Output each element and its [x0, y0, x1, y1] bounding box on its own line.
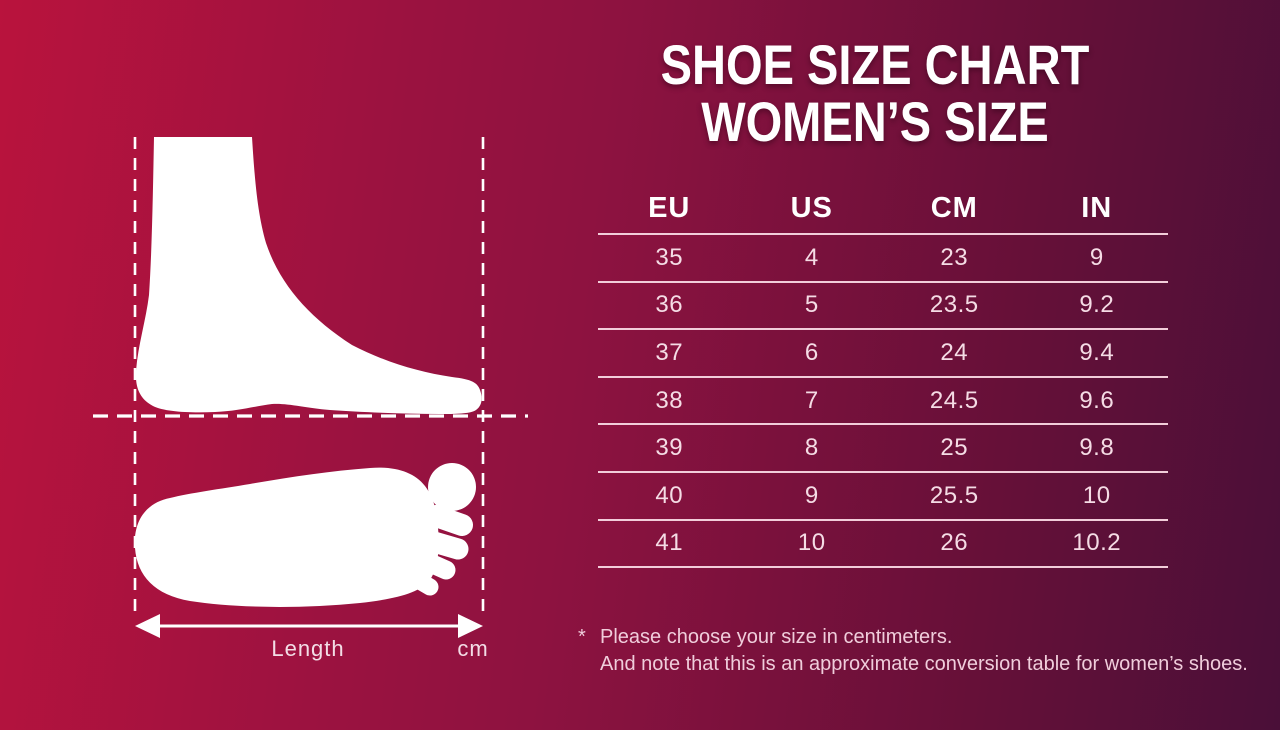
foot-side-silhouette — [135, 137, 482, 414]
column-header-eu: EU — [598, 184, 741, 235]
size-table-body: 35 4 23 9 36 5 23.5 9.2 37 6 24 9.4 38 7… — [598, 234, 1168, 569]
table-row: 40 9 25.5 10 — [598, 471, 1168, 521]
table-cell: 9 — [1025, 234, 1168, 283]
page-title-line2: WOMEN’S SIZE — [701, 90, 1049, 153]
table-cell: 26 — [883, 519, 1026, 569]
footnote: * Please choose your size in centimeters… — [578, 624, 1273, 678]
table-row: 39 8 25 9.8 — [598, 424, 1168, 473]
footprint-sole — [134, 467, 439, 607]
footnote-line1: Please choose your size in centimeters. — [600, 626, 953, 648]
table-cell: 4 — [740, 234, 883, 283]
page-title: SHOE SIZE CHART WOMEN’S SIZE — [610, 36, 1139, 150]
length-arrowhead-right — [458, 614, 483, 638]
table-row: 36 5 23.5 9.2 — [598, 281, 1168, 331]
table-row: 41 10 26 10.2 — [598, 519, 1168, 569]
footnote-marker: * — [578, 626, 586, 648]
table-cell: 23.5 — [883, 281, 1026, 331]
footprint-toe-5 — [409, 571, 439, 596]
table-header-row: EU US CM IN — [598, 184, 1168, 235]
table-cell: 9.8 — [1025, 424, 1168, 473]
footprint-silhouette — [134, 463, 476, 607]
length-label: Length — [271, 636, 345, 661]
table-cell: 9.4 — [1025, 329, 1168, 378]
table-row: 37 6 24 9.4 — [598, 329, 1168, 378]
table-cell: 25.5 — [883, 471, 1026, 521]
table-cell: 9.6 — [1025, 376, 1168, 426]
table-cell: 8 — [740, 424, 883, 473]
table-cell: 25 — [883, 424, 1026, 473]
table-cell: 7 — [740, 376, 883, 426]
table-cell: 39 — [598, 424, 741, 473]
table-cell: 40 — [598, 471, 741, 521]
size-table-header: EU US CM IN — [598, 184, 1168, 235]
table-cell: 24 — [883, 329, 1026, 378]
table-cell: 36 — [598, 281, 741, 331]
page-title-line1: SHOE SIZE CHART — [660, 33, 1090, 96]
table-row: 35 4 23 9 — [598, 234, 1168, 283]
table-cell: 37 — [598, 329, 741, 378]
table-cell: 38 — [598, 376, 741, 426]
footnote-lines: Please choose your size in centimeters. … — [600, 624, 1273, 678]
footprint-toe-4 — [418, 552, 456, 580]
length-arrow — [135, 614, 483, 638]
table-cell: 10.2 — [1025, 519, 1168, 569]
foot-measurement-diagram — [93, 137, 528, 638]
table-cell: 6 — [740, 329, 883, 378]
table-cell: 41 — [598, 519, 741, 569]
footnote-line2: And note that this is an approximate con… — [600, 653, 1248, 675]
column-header-in: IN — [1025, 184, 1168, 235]
length-arrowhead-left — [135, 614, 160, 638]
footprint-toe-2 — [425, 505, 473, 536]
table-cell: 23 — [883, 234, 1026, 283]
column-header-us: US — [740, 184, 883, 235]
table-cell: 24.5 — [883, 376, 1026, 426]
table-cell: 5 — [740, 281, 883, 331]
table-cell: 9 — [740, 471, 883, 521]
table-row: 38 7 24.5 9.6 — [598, 376, 1168, 426]
table-cell: 10 — [1025, 471, 1168, 521]
table-cell: 35 — [598, 234, 741, 283]
size-table: EU US CM IN 35 4 23 9 36 5 23.5 9.2 37 6 — [598, 184, 1168, 569]
column-header-cm: CM — [883, 184, 1026, 235]
table-cell: 10 — [740, 519, 883, 569]
footprint-toe-3 — [423, 531, 469, 560]
footprint-big-toe — [428, 463, 476, 511]
cm-unit-label: cm — [457, 636, 489, 661]
table-cell: 9.2 — [1025, 281, 1168, 331]
